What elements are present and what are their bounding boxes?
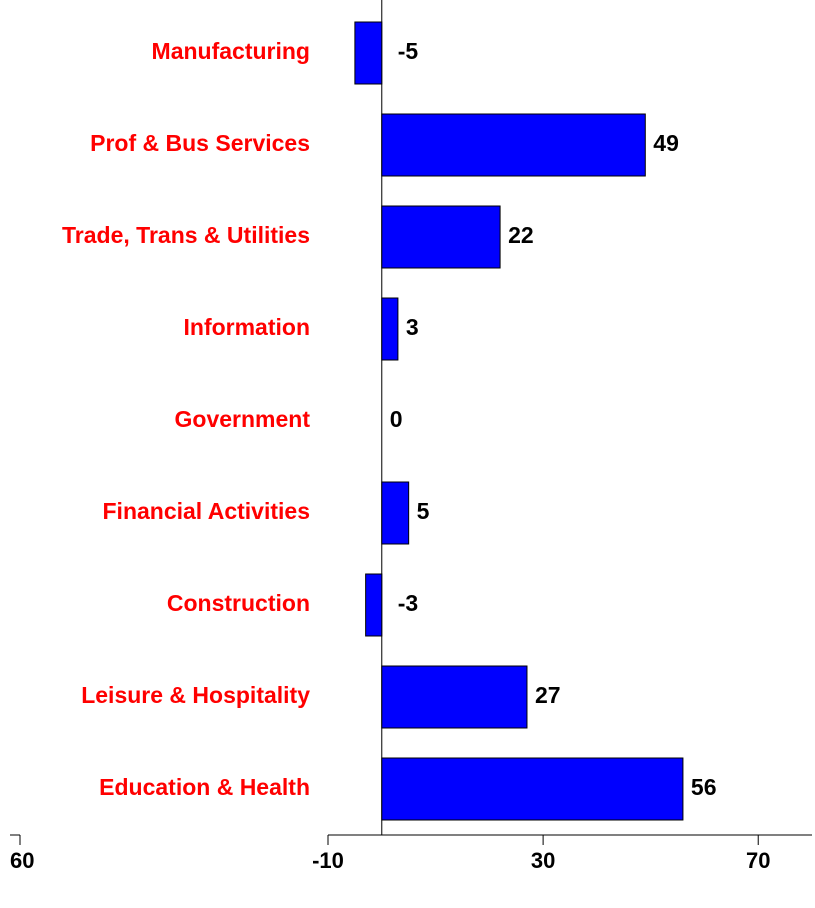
- category-label: Financial Activities: [103, 498, 311, 524]
- bar: [381, 481, 410, 545]
- bar: [381, 205, 501, 269]
- category-label: Education & Health: [99, 774, 310, 800]
- bar: [381, 665, 528, 729]
- category-label: Government: [175, 406, 311, 432]
- category-label: Prof & Bus Services: [90, 130, 310, 156]
- bar: [365, 573, 383, 637]
- x-tick-label: -10: [312, 848, 344, 873]
- value-label: 27: [535, 682, 561, 708]
- bar: [381, 113, 646, 177]
- category-label: Manufacturing: [152, 38, 310, 64]
- category-label: Trade, Trans & Utilities: [62, 222, 310, 248]
- value-label: 49: [653, 130, 679, 156]
- annotation: 60: [10, 848, 34, 873]
- category-label: Construction: [167, 590, 310, 616]
- value-label: 3: [406, 314, 419, 340]
- x-tick-label: 30: [531, 848, 555, 873]
- value-label: 22: [508, 222, 534, 248]
- value-label: 56: [691, 774, 717, 800]
- x-tick-label: 70: [746, 848, 770, 873]
- bar: [381, 757, 684, 821]
- value-label: 5: [417, 498, 430, 524]
- value-label: -5: [398, 38, 419, 64]
- bar: [381, 297, 399, 361]
- value-label: 0: [390, 406, 403, 432]
- category-label: Leisure & Hospitality: [81, 682, 310, 708]
- category-label: Information: [184, 314, 311, 340]
- value-label: -3: [398, 590, 418, 616]
- bar: [354, 21, 383, 85]
